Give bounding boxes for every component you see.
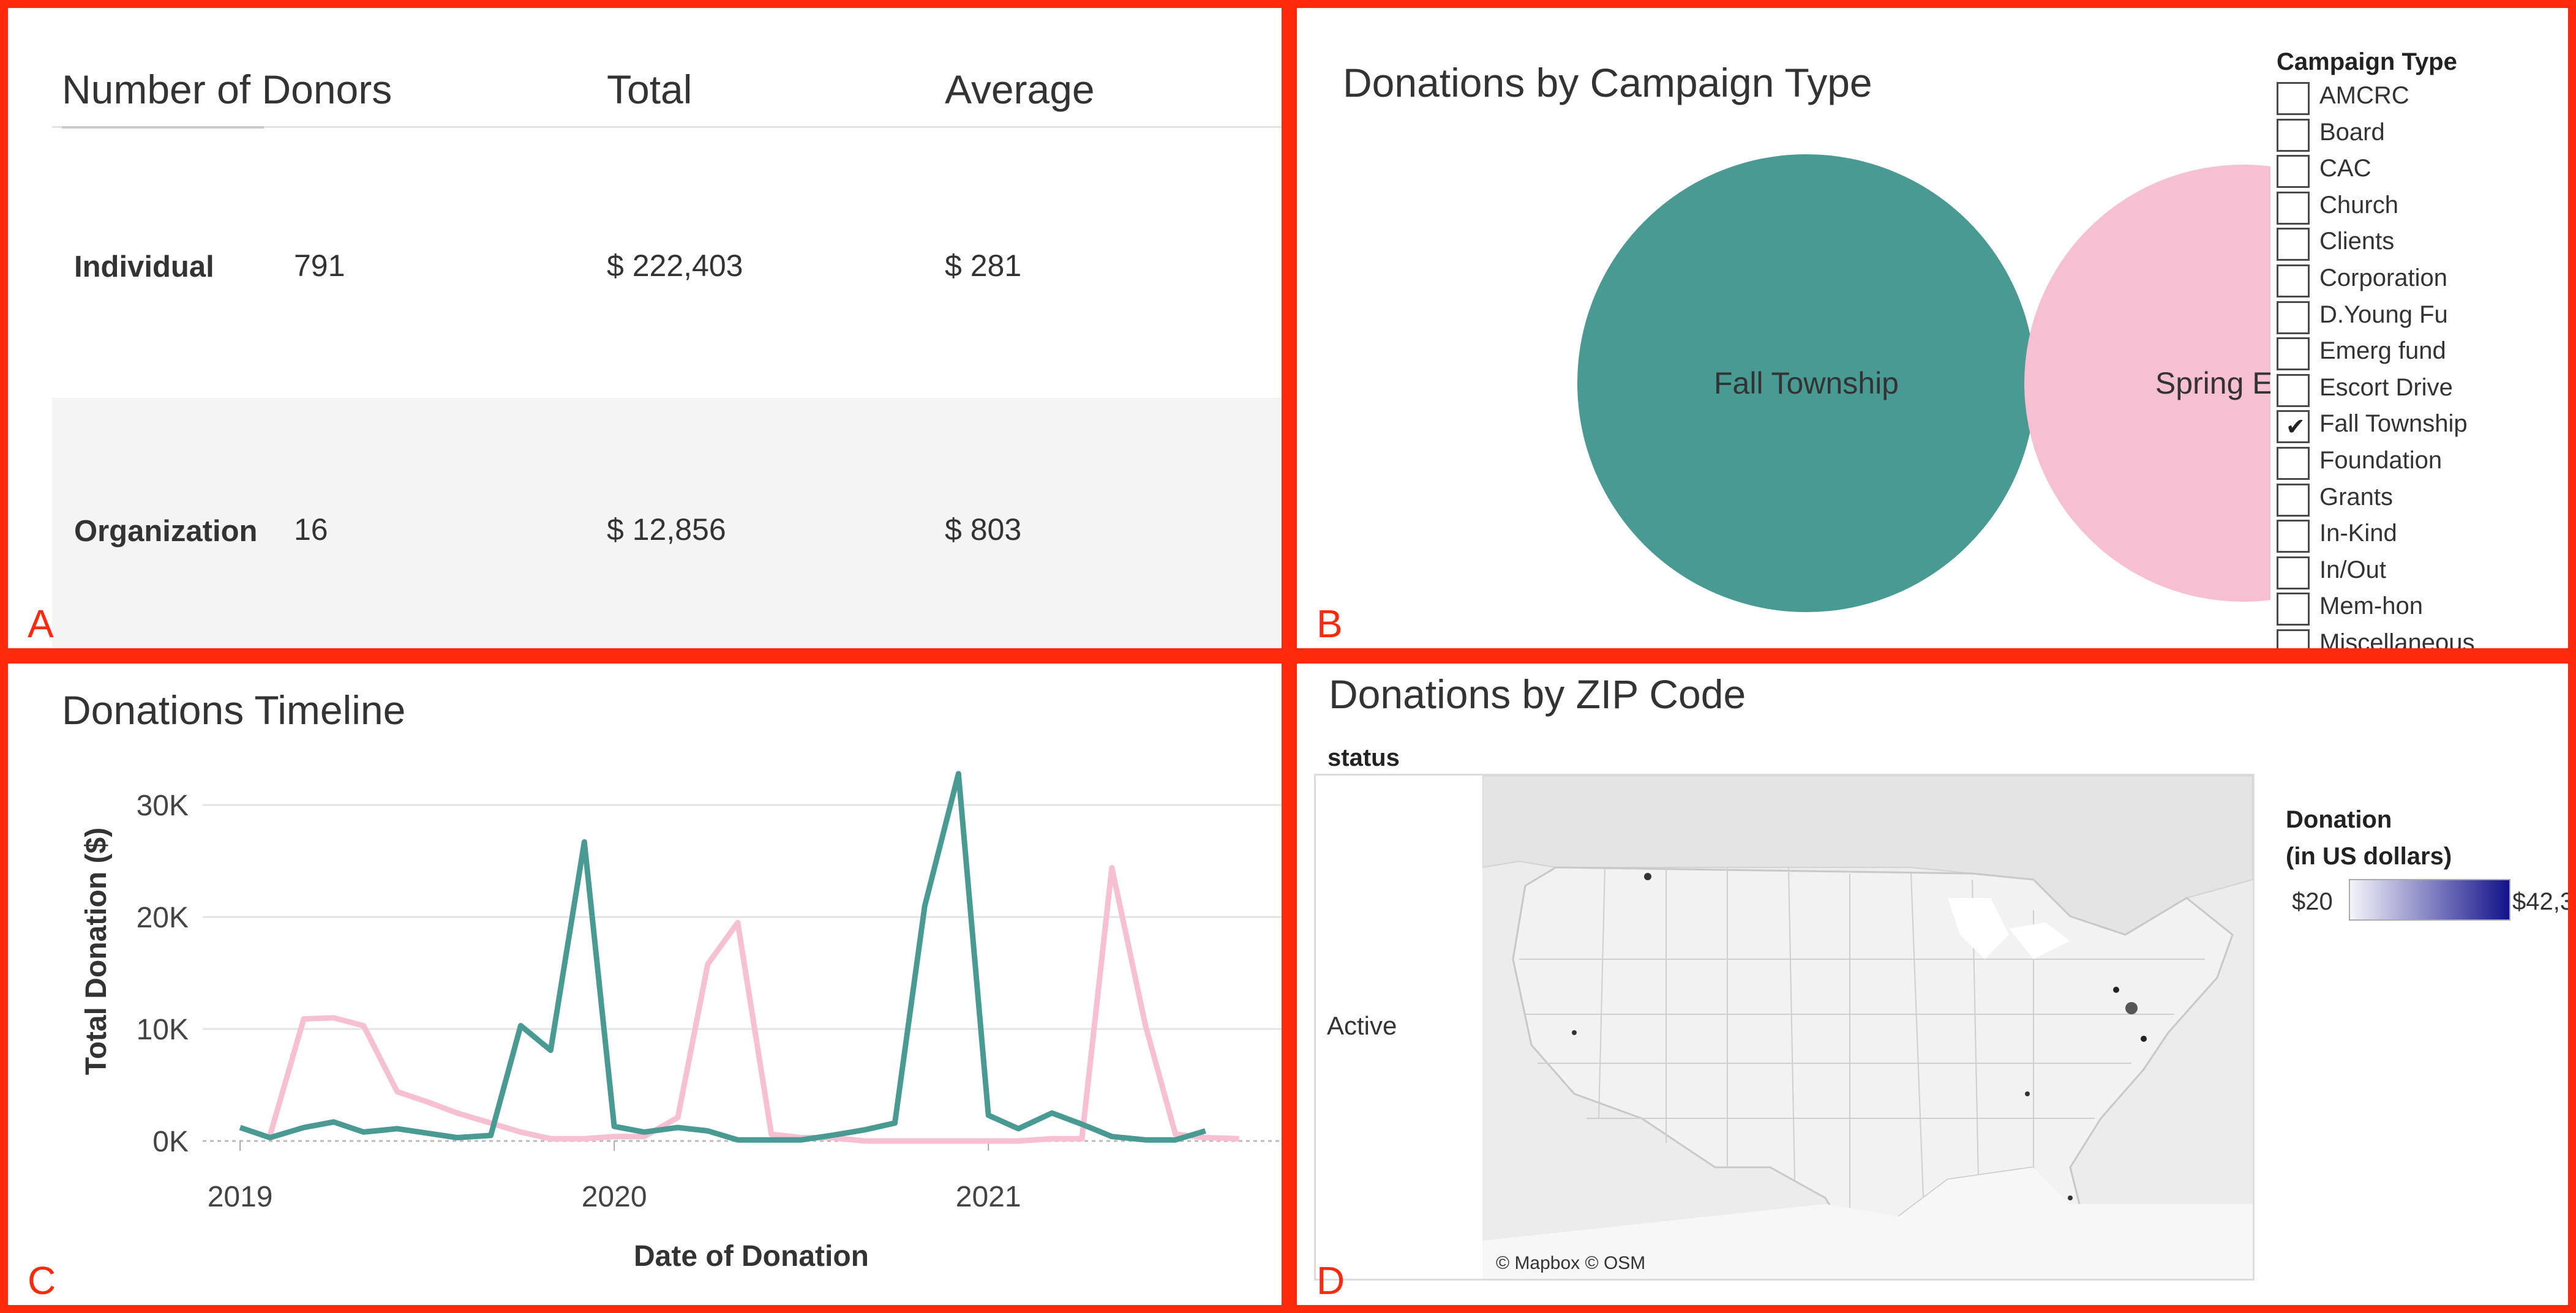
checkbox-checked[interactable] — [2277, 410, 2310, 444]
filter-item-label: CAC — [2319, 155, 2371, 182]
checkbox[interactable] — [2277, 264, 2310, 297]
header-total[interactable]: Total — [607, 67, 693, 112]
filter-item-label: Emerg fund — [2319, 337, 2446, 365]
us-map[interactable]: © Mapbox © OSM — [1482, 775, 2253, 1279]
filter-item-label: Foundation — [2319, 447, 2443, 474]
x-tick-label: 2019 — [208, 1181, 273, 1213]
panel-campaign-type: Donations by Campaign Type Fall Township… — [1289, 0, 2576, 656]
filter-item-label: In/Out — [2319, 556, 2386, 583]
donation-dot[interactable] — [2113, 987, 2119, 993]
series-line-spring-event[interactable] — [267, 865, 1239, 1144]
row-type: Organization — [74, 515, 258, 548]
checkbox[interactable] — [2277, 629, 2310, 648]
donation-dot[interactable] — [2025, 1091, 2030, 1096]
row-average: $ 281 — [945, 249, 1022, 283]
donation-dot[interactable] — [2068, 1195, 2073, 1200]
checkbox[interactable] — [2277, 337, 2310, 371]
checkbox[interactable] — [2277, 593, 2310, 626]
y-tick-label: 20K — [137, 902, 189, 934]
filter-item-label: AMCRC — [2319, 82, 2409, 109]
color-legend-gradient[interactable] — [2349, 879, 2510, 921]
filter-item-label: Clients — [2319, 228, 2395, 255]
filter-title: Campaign Type — [2277, 48, 2457, 75]
y-tick-label: 0K — [152, 1126, 189, 1158]
donation-dot[interactable] — [1644, 873, 1651, 880]
donation-dot[interactable] — [2141, 1036, 2147, 1042]
checkbox[interactable] — [2277, 228, 2310, 261]
filter-item-label: D.Young Fu — [2319, 301, 2448, 328]
y-tick-label: 30K — [137, 790, 189, 822]
filter-item-label: In-Kind — [2319, 520, 2397, 547]
checkbox[interactable] — [2277, 191, 2310, 225]
row-total: $ 12,856 — [607, 512, 726, 547]
filter-item-label: Board — [2319, 118, 2385, 146]
filter-item-label: Fall Township — [2319, 410, 2468, 438]
row-type: Individual — [74, 250, 214, 283]
donation-dot[interactable] — [2125, 1002, 2138, 1014]
color-legend-min: $20 — [2292, 888, 2333, 915]
row-average: $ 803 — [945, 512, 1022, 547]
timeline-title: Donations Timeline — [62, 687, 406, 733]
color-legend-title-line2: (in US dollars) — [2286, 843, 2452, 870]
table-row[interactable]: Individual 791 $ 222,403 $ 281 — [52, 167, 1282, 394]
series-line-fall-township[interactable] — [239, 771, 1206, 1143]
map-frame: Active — [1314, 774, 2255, 1281]
checkbox[interactable] — [2277, 483, 2310, 517]
panel-label-a: A — [28, 602, 54, 646]
panel-label-c: C — [28, 1259, 56, 1303]
bubble-label-fall-township: Fall Township — [1714, 366, 1899, 400]
map-title: Donations by ZIP Code — [1329, 671, 1746, 717]
checkbox[interactable] — [2277, 447, 2310, 480]
panel-label-d: D — [1316, 1259, 1345, 1303]
x-axis-label: Date of Donation — [634, 1240, 869, 1273]
bubble-spring-event[interactable] — [2024, 165, 2270, 602]
campaign-title: Donations by Campaign Type — [1343, 60, 1872, 105]
checkbox[interactable] — [2277, 520, 2310, 553]
filter-item-label: Church — [2319, 191, 2398, 219]
checkbox[interactable] — [2277, 82, 2310, 115]
color-legend-max: $42,3 — [2512, 888, 2574, 915]
header-number-of-donors[interactable]: Number of Donors — [62, 67, 392, 112]
x-tick-label: 2020 — [582, 1181, 647, 1213]
row-total: $ 222,403 — [607, 249, 743, 283]
bubble-label-spring-event: Spring Event — [2155, 366, 2270, 400]
x-tick-label: 2021 — [956, 1181, 1021, 1213]
status-row-label: Active — [1327, 1011, 1397, 1040]
panel-zip-map: Donations by ZIP Code status Active — [1289, 656, 2576, 1313]
filter-item-label: Miscellaneous — [2319, 629, 2475, 656]
color-legend-title: Donation (in US dollars) — [2286, 801, 2452, 875]
filter-item-label: Grants — [2319, 483, 2394, 511]
color-legend-title-line1: Donation — [2286, 806, 2392, 833]
panel-timeline: Donations Timeline 0K 10K 20K 30K 2019 2020 2… — [0, 656, 1290, 1313]
panel-label-b: B — [1316, 602, 1343, 646]
header-average[interactable]: Average — [945, 67, 1095, 112]
filter-item-label: Escort Drive — [2319, 373, 2453, 401]
checkbox[interactable] — [2277, 118, 2310, 152]
row-count: 791 — [294, 249, 345, 283]
y-axis-label: Total Donation ($) — [80, 828, 113, 1075]
map-shapes — [1482, 775, 2253, 1279]
panel-donor-summary: Number of Donors Total Average Individua… — [0, 0, 1290, 656]
checkbox[interactable] — [2277, 155, 2310, 189]
checkbox[interactable] — [2277, 373, 2310, 407]
header-sort-indicator — [62, 126, 264, 129]
table-row[interactable]: Organization 16 $ 12,856 $ 803 — [52, 398, 1282, 648]
checkbox[interactable] — [2277, 556, 2310, 589]
bubble-chart: Fall Township Spring Event — [1577, 154, 2270, 612]
bubble-fall-township[interactable] — [1577, 154, 2035, 612]
timeline-chart: 0K 10K 20K 30K 2019 2020 2021 Date of Donatio… — [80, 771, 1282, 1273]
donation-dot[interactable] — [1572, 1030, 1577, 1035]
header-divider — [52, 126, 1282, 128]
status-header[interactable]: status — [1327, 744, 1400, 771]
filter-item-label: Mem-hon — [2319, 593, 2423, 620]
checkbox[interactable] — [2277, 301, 2310, 334]
y-tick-label: 10K — [137, 1014, 189, 1046]
map-attribution[interactable]: © Mapbox © OSM — [1496, 1253, 1646, 1273]
row-count: 16 — [294, 512, 328, 547]
filter-item-label: Corporation — [2319, 264, 2448, 291]
